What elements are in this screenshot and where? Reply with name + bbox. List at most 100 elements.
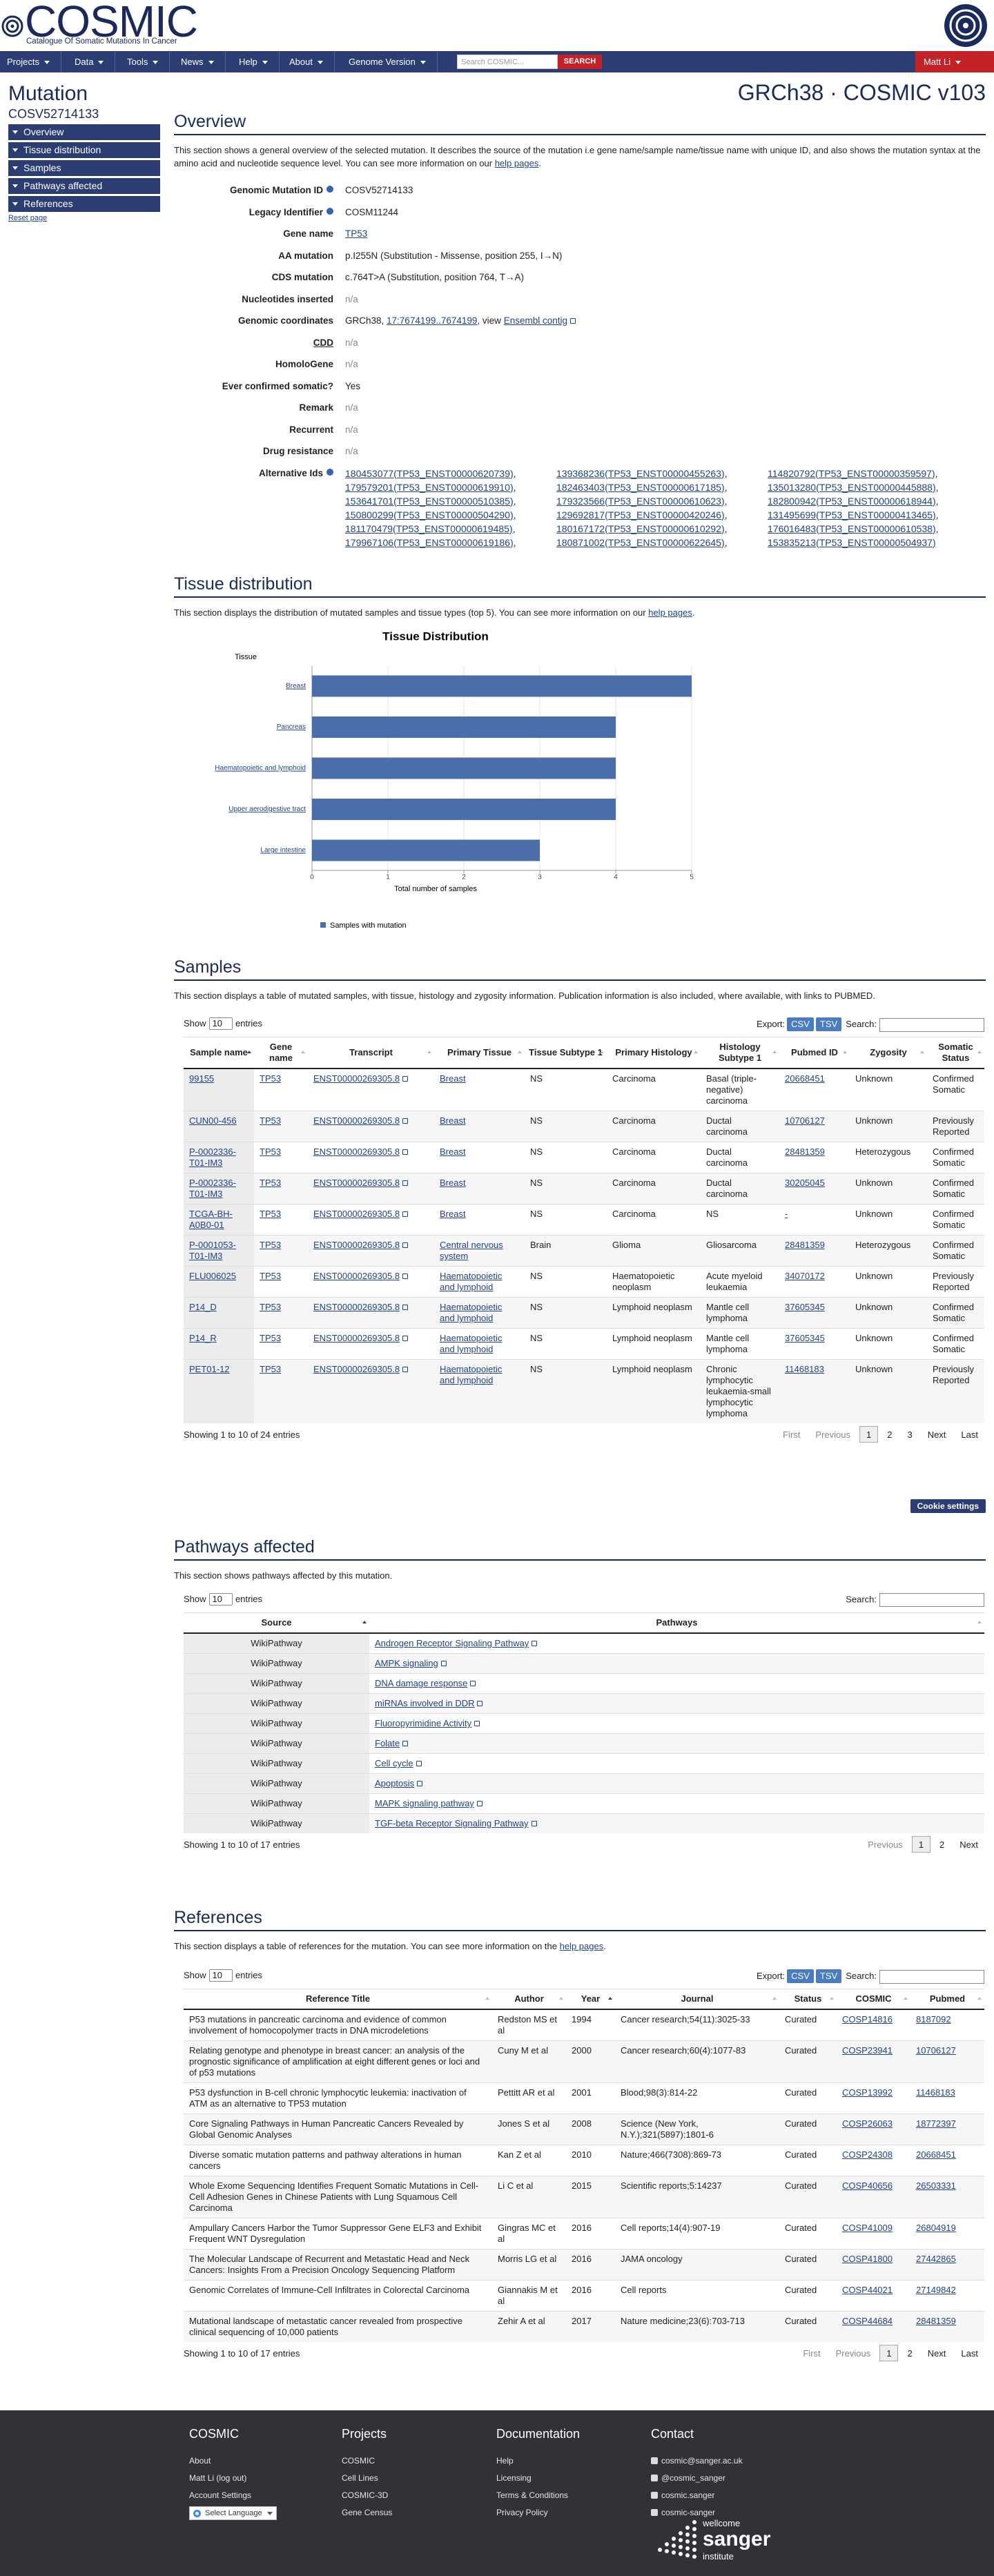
cell-link[interactable]: Central nervous system xyxy=(440,1240,503,1261)
link[interactable]: help pages xyxy=(559,1941,604,1951)
cell-link[interactable]: TP53 xyxy=(260,1240,282,1250)
nav-item[interactable]: Help xyxy=(239,51,280,72)
cell-link[interactable]: 26804919 xyxy=(916,2223,956,2233)
link[interactable]: help pages xyxy=(648,607,692,618)
page-button[interactable]: First xyxy=(783,1430,801,1440)
cell-link[interactable]: 28481359 xyxy=(916,2316,956,2326)
alt-id-link[interactable]: 176016483(TP53_ENST00000610538) xyxy=(768,523,936,534)
column-header[interactable]: Tissue Subtype 1 xyxy=(525,1037,607,1069)
alt-id-link[interactable]: 153835213(TP53_ENST00000504937) xyxy=(768,536,936,548)
cell-link[interactable]: Folate xyxy=(375,1738,400,1748)
alt-id-link[interactable]: 179967106(TP53_ENST00000619186) xyxy=(345,536,514,548)
cell-link[interactable]: COSP24308 xyxy=(842,2149,893,2160)
page-button[interactable]: Next xyxy=(959,1840,978,1850)
column-header[interactable]: Gene name xyxy=(254,1037,308,1069)
column-header[interactable]: Reference Title xyxy=(184,1989,492,2010)
column-header[interactable]: Primary Histology xyxy=(607,1037,701,1069)
cell-link[interactable]: Breast xyxy=(440,1146,466,1157)
column-header[interactable]: Year xyxy=(566,1989,615,2010)
page-button[interactable]: Last xyxy=(961,1430,978,1440)
column-header[interactable]: Primary Tissue xyxy=(434,1037,525,1069)
length-select[interactable]: 10 xyxy=(208,1017,233,1030)
language-select[interactable]: Select Language xyxy=(189,2504,277,2520)
column-header[interactable]: COSMIC xyxy=(837,1989,910,2010)
sidebar-item[interactable]: Samples xyxy=(8,160,160,176)
column-header[interactable]: Author xyxy=(492,1989,566,2010)
footer-link[interactable]: Gene Census xyxy=(342,2504,392,2521)
column-header[interactable]: Sample name xyxy=(184,1037,254,1069)
cell-link[interactable]: PET01-12 xyxy=(189,1364,230,1374)
cell-link[interactable]: P-0002336-T01-IM3 xyxy=(189,1178,236,1199)
search-box[interactable] xyxy=(879,1017,984,1032)
cell-link[interactable]: COSP13992 xyxy=(842,2087,893,2098)
nav-item[interactable]: Projects xyxy=(7,51,61,72)
footer-link[interactable]: Account Settings xyxy=(189,2487,277,2504)
cell-link[interactable]: ENST00000269305.8 xyxy=(313,1302,400,1312)
cell-link[interactable]: COSP23941 xyxy=(842,2045,893,2056)
footer-link[interactable]: COSMIC-3D xyxy=(342,2487,392,2504)
alt-id-link[interactable]: 180871002(TP53_ENST00000622645) xyxy=(556,536,725,548)
column-header[interactable]: Pathways xyxy=(369,1612,984,1634)
sidebar-item[interactable]: Overview xyxy=(8,124,160,140)
cell-link[interactable]: 18772397 xyxy=(916,2118,956,2129)
alt-id-link[interactable]: 129692817(TP53_ENST00000420246) xyxy=(556,509,725,520)
csv-button[interactable]: CSV xyxy=(787,1017,814,1031)
page-button[interactable]: 2 xyxy=(887,1430,893,1440)
alt-id-link[interactable]: 114820792(TP53_ENST00000359597) xyxy=(768,467,935,479)
nav-item[interactable]: Data xyxy=(75,51,116,72)
cell-link[interactable]: COSP44684 xyxy=(842,2316,893,2326)
user-menu[interactable]: Matt Li xyxy=(915,51,994,72)
page-button[interactable]: Previous xyxy=(868,1840,903,1850)
cell-link[interactable]: 8187092 xyxy=(916,2014,951,2024)
nav-item[interactable]: About xyxy=(289,51,335,72)
footer-link[interactable]: Help xyxy=(496,2452,580,2470)
column-header[interactable]: Journal xyxy=(615,1989,779,2010)
column-header[interactable]: Source xyxy=(184,1612,369,1634)
tsv-button[interactable]: TSV xyxy=(815,1969,842,1983)
page-button[interactable]: Previous xyxy=(815,1430,850,1440)
cell-link[interactable]: 10706127 xyxy=(785,1115,825,1126)
cell-link[interactable]: TGF-beta Receptor Signaling Pathway xyxy=(375,1818,529,1828)
reset-link[interactable]: Reset page xyxy=(8,214,48,222)
cell-link[interactable]: 20668451 xyxy=(785,1073,825,1084)
cell-link[interactable]: Apoptosis xyxy=(375,1778,415,1788)
alt-id-link[interactable]: 181170479(TP53_ENST00000619485) xyxy=(345,523,513,534)
alt-id-link[interactable]: 150800299(TP53_ENST00000504290) xyxy=(345,509,514,520)
cell-link[interactable]: 27442865 xyxy=(916,2254,956,2264)
page-button[interactable]: 2 xyxy=(939,1840,945,1850)
cell-link[interactable]: ENST00000269305.8 xyxy=(313,1333,400,1343)
cell-link[interactable]: Breast xyxy=(440,1073,466,1084)
sidebar-item[interactable]: Tissue distribution xyxy=(8,142,160,158)
cell-link[interactable]: ENST00000269305.8 xyxy=(313,1073,400,1084)
page-button[interactable]: Next xyxy=(927,2348,946,2359)
footer-link[interactable]: Licensing xyxy=(496,2470,580,2487)
nav-item[interactable]: Genome Version xyxy=(349,51,438,72)
alt-id-link[interactable]: 131495699(TP53_ENST00000413465) xyxy=(768,509,936,520)
cell-link[interactable]: ENST00000269305.8 xyxy=(313,1240,400,1250)
page-button[interactable]: 3 xyxy=(907,1430,913,1440)
footer-link[interactable]: cosmic-sanger xyxy=(651,2504,743,2521)
link[interactable]: help pages xyxy=(494,158,539,168)
cell-link[interactable]: TP53 xyxy=(260,1271,282,1281)
page-button[interactable]: 1 xyxy=(911,1836,931,1853)
cell-link[interactable]: Haematopoietic and lymphoid xyxy=(440,1271,503,1292)
footer-link[interactable]: Cell Lines xyxy=(342,2470,392,2487)
cell-link[interactable]: P-0002336-T01-IM3 xyxy=(189,1146,236,1168)
cell-link[interactable]: Androgen Receptor Signaling Pathway xyxy=(375,1638,529,1648)
cell-link[interactable]: - xyxy=(785,1209,788,1219)
cell-link[interactable]: ENST00000269305.8 xyxy=(313,1364,400,1374)
alt-id-link[interactable]: 182463403(TP53_ENST00000617185) xyxy=(556,481,725,493)
cell-link[interactable]: TP53 xyxy=(260,1364,282,1374)
link[interactable]: Ensembl contig xyxy=(503,315,567,326)
nav-item[interactable]: News xyxy=(181,51,226,72)
column-header[interactable]: Somatic Status xyxy=(927,1037,984,1069)
tsv-button[interactable]: TSV xyxy=(815,1017,842,1031)
csv-button[interactable]: CSV xyxy=(787,1969,814,1983)
footer-link[interactable]: About xyxy=(189,2452,277,2470)
cell-link[interactable]: Breast xyxy=(440,1209,466,1219)
alt-id-link[interactable]: 179579201(TP53_ENST00000619910) xyxy=(345,481,514,493)
length-select[interactable]: 10 xyxy=(208,1969,233,1982)
cell-link[interactable]: TP53 xyxy=(260,1209,282,1219)
footer-link[interactable]: @cosmic_sanger xyxy=(651,2470,743,2487)
cell-link[interactable]: Haematopoietic and lymphoid xyxy=(440,1364,503,1385)
